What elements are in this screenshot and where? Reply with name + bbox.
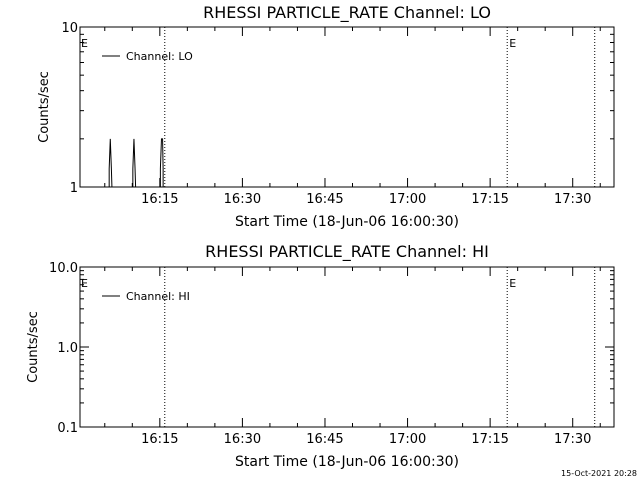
x-tick-label: 16:45: [306, 432, 343, 447]
y-axis-label: Counts/sec: [26, 311, 41, 383]
y-tick-label: 10: [61, 21, 78, 36]
y-tick-label: 1.0: [57, 341, 78, 356]
legend-entry: Channel: LO: [126, 50, 193, 63]
legend-entry: Channel: HI: [126, 290, 190, 303]
x-axis-label: Start Time (18-Jun-06 16:00:30): [235, 454, 459, 470]
event-marker: E: [509, 37, 516, 50]
y-tick-label: 10.0: [49, 261, 78, 276]
edge-marker: E: [81, 37, 88, 50]
series-line: [80, 138, 165, 188]
x-tick-label: 16:45: [306, 192, 343, 207]
y-tick-label: 1: [70, 181, 78, 196]
event-marker: E: [509, 277, 516, 290]
x-tick-label: 16:30: [224, 192, 261, 207]
y-tick-label: 0.1: [57, 421, 78, 436]
x-tick-label: 17:30: [554, 192, 591, 207]
x-tick-label: 17:30: [554, 432, 591, 447]
x-axis-label: Start Time (18-Jun-06 16:00:30): [235, 214, 459, 230]
x-tick-label: 17:00: [389, 192, 426, 207]
chart-title: RHESSI PARTICLE_RATE Channel: LO: [203, 3, 491, 23]
lo-channel-panel: RHESSI PARTICLE_RATE Channel: LO 16:15 16:…: [37, 3, 615, 230]
x-tick-label: 16:15: [141, 192, 178, 207]
x-tick-label: 17:15: [471, 192, 508, 207]
plot-frame: [79, 26, 615, 188]
x-tick-label: 16:30: [224, 432, 261, 447]
edge-marker: E: [81, 277, 88, 290]
timestamp-label: 15-Oct-2021 20:28: [561, 469, 637, 478]
chart-title: RHESSI PARTICLE_RATE Channel: HI: [205, 242, 489, 262]
y-axis-label: Counts/sec: [37, 71, 52, 143]
x-tick-label: 16:15: [141, 432, 178, 447]
x-tick-label: 17:00: [389, 432, 426, 447]
hi-channel-panel: RHESSI PARTICLE_RATE Channel: HI 16:15 16:…: [26, 242, 615, 470]
x-tick-label: 17:15: [471, 432, 508, 447]
